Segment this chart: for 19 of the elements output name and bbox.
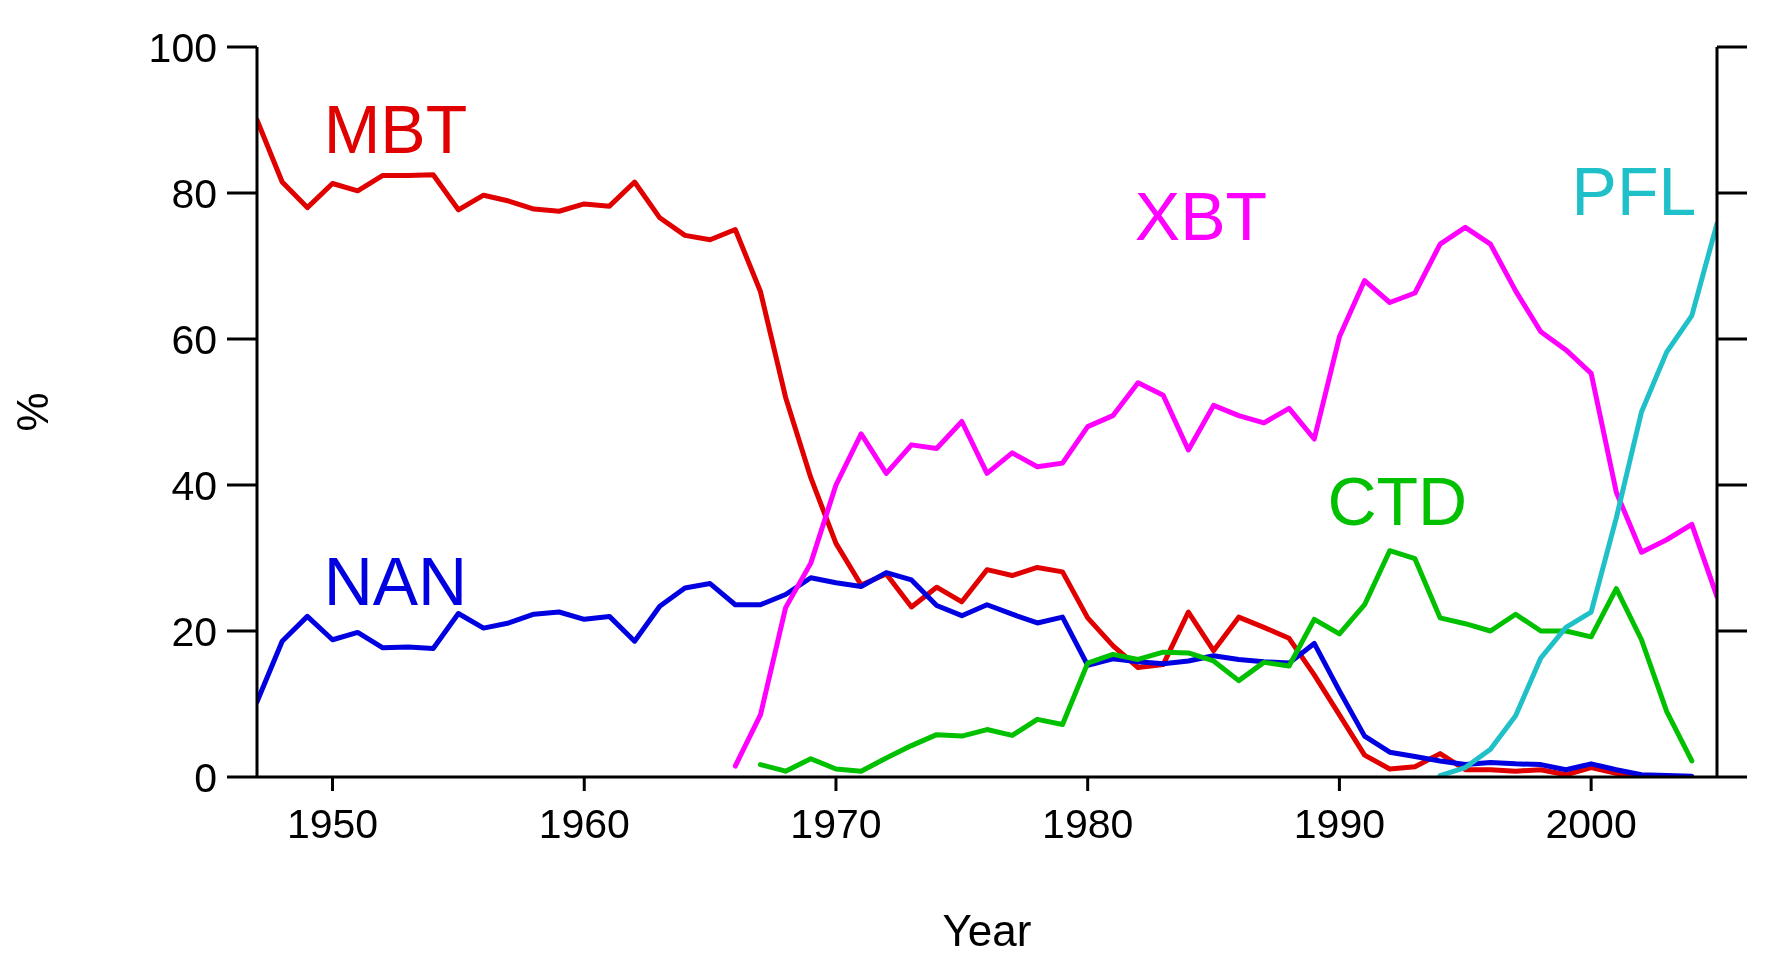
x-tick-label: 1950 — [286, 801, 379, 848]
series-label: MBT — [323, 90, 468, 167]
series-label: CTD — [1327, 462, 1468, 539]
y-axis-title: % — [8, 392, 57, 432]
x-tick-label: 1980 — [1042, 801, 1134, 848]
y-tick-label: 40 — [171, 462, 217, 509]
x-tick-label: 2000 — [1545, 801, 1637, 848]
y-tick-label: 20 — [171, 608, 217, 655]
y-tick-label: 0 — [194, 754, 217, 801]
x-tick-label: 1970 — [790, 801, 882, 848]
y-tick-label: 80 — [171, 170, 217, 217]
y-tick-label: 60 — [171, 316, 217, 363]
series-label: NAN — [323, 543, 468, 620]
x-tick-label: 1990 — [1293, 801, 1386, 848]
y-tick-label: 100 — [148, 24, 217, 71]
series-label: PFL — [1571, 152, 1697, 229]
x-axis-title: Year — [942, 906, 1032, 955]
x-tick-label: 1960 — [538, 801, 630, 848]
series-label: XBT — [1134, 178, 1268, 255]
